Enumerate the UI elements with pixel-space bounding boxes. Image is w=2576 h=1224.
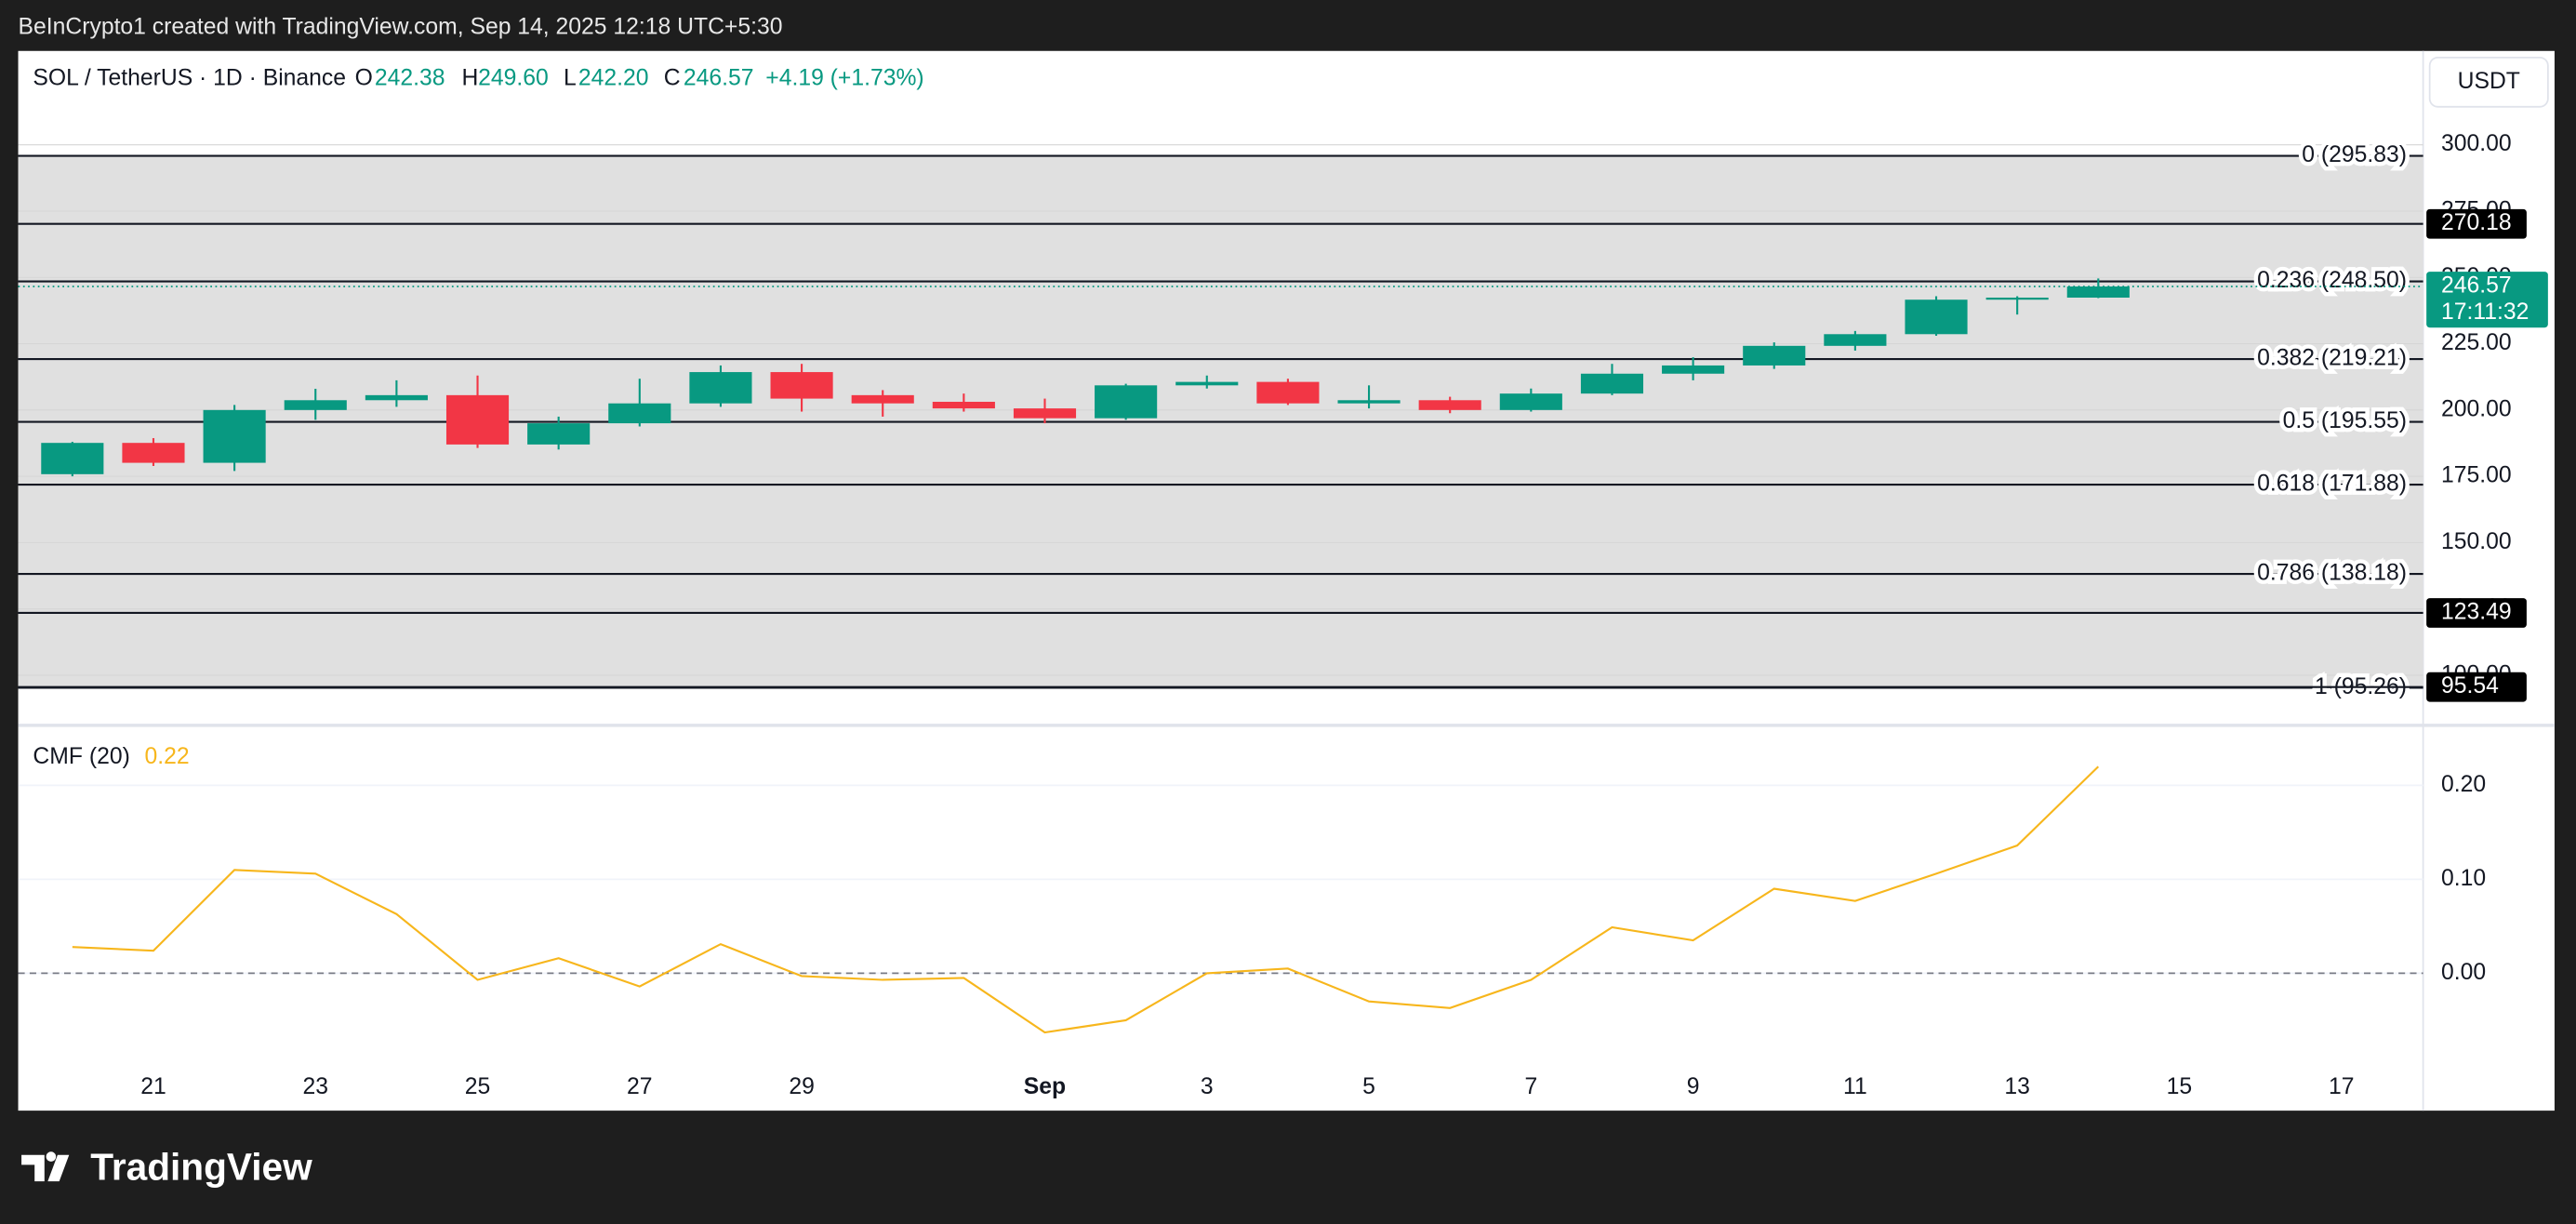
candle-body [1985,297,2049,300]
candle-body [770,372,833,399]
x-tick-label: 23 [302,1074,328,1099]
fib-label: 0 (295.83) [2302,142,2407,167]
last-price-label: 246.57 [2441,273,2512,299]
ohlc-value: 246.57 [684,65,754,90]
y-tick-label: 225.00 [2441,330,2512,355]
price-badge-label: 95.54 [2441,673,2499,698]
candle-body [608,403,671,424]
fib-label: 0.618 (171.88) [2257,472,2407,497]
y-tick-label: 300.00 [2441,131,2512,156]
ohlc-label: L [564,65,577,90]
currency: USDT [2458,69,2520,94]
candle-body [1095,385,1158,419]
x-tick-label: 13 [2004,1074,2030,1099]
candle-body [203,409,266,463]
countdown: 17:11:32 [2441,299,2529,325]
x-tick-label: Sep [1024,1074,1066,1099]
x-tick-label: 11 [1843,1074,1867,1099]
candle-body [527,423,591,445]
candle-body [41,443,104,474]
candle-body [1013,408,1077,419]
candle-body [932,401,995,409]
candle-body [1337,400,1401,404]
indicator-line [72,765,2100,1034]
brand-logo [21,1151,70,1182]
x-tick-label: 3 [1201,1074,1214,1099]
last-price-badge [2426,272,2548,328]
plot: 100.00125.00150.00175.00200.00225.00250.… [18,131,2548,1099]
candle-body [365,394,428,401]
x-tick-label: 17 [2329,1074,2354,1099]
attribution: BeInCrypto1 created with TradingView.com… [19,15,783,40]
fib-label: 0.5 (195.55) [2283,408,2407,433]
brand: TradingView [90,1145,312,1188]
candle-body [1256,381,1320,404]
x-tick-label: 5 [1362,1074,1375,1099]
ohlc-value: 242.38 [375,65,445,90]
y-tick-label: 150.00 [2441,529,2512,554]
ohlc-value: 249.60 [478,65,549,90]
fib-label: 0.786 (138.18) [2257,561,2407,586]
candle-body [284,400,347,410]
indicator-title: CMF (20) [33,744,129,769]
candle-body [689,372,752,404]
price-badge-label: 123.49 [2441,600,2512,625]
ohlc-label: C [664,65,681,90]
candle-body [445,394,510,445]
price-badge [2426,208,2527,239]
currency-box [2428,56,2549,108]
x-tick-label: 29 [789,1074,815,1099]
candle-body [1418,400,1481,410]
y-tick-label: 0.00 [2441,960,2486,985]
x-tick-label: 15 [2167,1074,2193,1099]
x-tick-label: 9 [1687,1074,1700,1099]
ohlc-value: 242.20 [578,65,649,90]
candle-body [1743,345,1806,366]
y-tick-label: 175.00 [2441,463,2512,488]
candle-body [1824,334,1887,346]
symbol-title: SOL / TetherUS · 1D · Binance [33,65,346,90]
x-tick-label: 25 [465,1074,491,1099]
x-tick-label: 7 [1524,1074,1537,1099]
candle-body [1499,393,1562,410]
candle-body [1662,365,1725,374]
candle-body [122,443,185,463]
y-tick-label: 0.20 [2441,772,2486,797]
candle-body [1580,373,1644,394]
indicator-value: 0.22 [145,744,190,769]
price-badge-label: 270.18 [2441,210,2512,235]
change: +4.19 (+1.73%) [765,65,923,90]
x-tick-label: 21 [140,1074,166,1099]
y-tick-label: 200.00 [2441,396,2512,421]
fib-label: 0.382 (219.21) [2257,346,2407,371]
y-tick-label: 0.10 [2441,866,2486,891]
price-badge [2426,672,2527,702]
candle-body [851,394,914,404]
ohlc-label: H [461,65,478,90]
x-tick-label: 27 [627,1074,653,1099]
candle-body [1905,299,1968,335]
price-badge [2426,598,2527,628]
fib-label: 0.236 (248.50) [2257,268,2407,293]
candle-body [1175,381,1239,386]
candle-body [2066,286,2130,298]
ohlc-label: O [355,65,373,90]
